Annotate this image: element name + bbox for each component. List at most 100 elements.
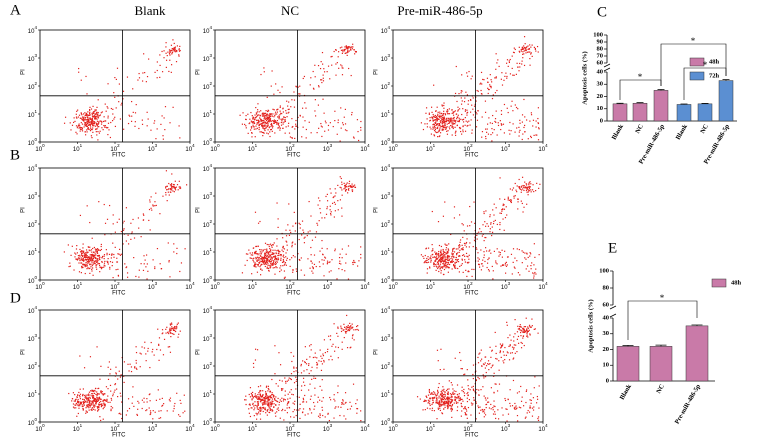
event-dot: [324, 352, 326, 354]
event-dot: [106, 218, 109, 220]
event-dot: [90, 118, 92, 120]
event-dot: [317, 401, 319, 403]
event-dot: [493, 250, 495, 252]
event-dot: [457, 261, 460, 263]
event-dot: [171, 189, 173, 191]
event-dot: [281, 389, 283, 391]
event-dot: [441, 129, 444, 131]
event-dot: [118, 218, 120, 220]
event-dot: [267, 123, 269, 125]
event-dot: [91, 114, 93, 116]
event-dot: [530, 268, 532, 270]
event-dot: [96, 268, 98, 270]
event-dot: [495, 53, 497, 55]
event-dot: [179, 415, 181, 417]
tick-base: 10: [381, 29, 388, 35]
event-dot: [483, 212, 485, 215]
event-dot: [321, 81, 323, 84]
event-dot: [280, 121, 282, 124]
event-dot: [450, 395, 452, 397]
event-dot: [434, 127, 436, 129]
event-dot: [154, 201, 156, 203]
tick-base: 10: [203, 223, 210, 229]
y-tick-label: 0: [600, 117, 603, 124]
event-dot: [449, 124, 452, 127]
event-dot: [98, 398, 100, 400]
event-dot: [95, 124, 98, 126]
event-dot: [162, 135, 164, 137]
event-dot: [453, 402, 455, 404]
event-dot: [275, 396, 277, 398]
event-dot: [256, 349, 259, 351]
event-dot: [100, 120, 102, 122]
event-dot: [149, 229, 151, 231]
event-dot: [98, 263, 101, 265]
event-dot: [255, 106, 257, 109]
event-dot: [505, 354, 508, 356]
event-dot: [146, 263, 148, 265]
panel-label: D: [10, 290, 21, 306]
event-dot: [447, 393, 449, 396]
event-dot: [141, 80, 144, 82]
event-dot: [81, 250, 84, 252]
event-dot: [159, 349, 162, 351]
event-dot: [161, 115, 163, 117]
event-dot: [169, 331, 171, 333]
event-dot: [275, 83, 277, 85]
event-dot: [360, 410, 362, 412]
event-dot: [259, 123, 262, 125]
event-dot: [534, 328, 536, 330]
event-dot: [534, 256, 536, 258]
event-dot: [286, 116, 288, 118]
event-dot: [173, 42, 175, 45]
event-dot: [97, 111, 99, 114]
event-dot: [449, 128, 451, 130]
plot-frame: [214, 29, 366, 143]
event-dot: [252, 396, 254, 398]
event-dot: [162, 138, 164, 140]
event-dot: [277, 397, 279, 400]
tick-base: 10: [28, 29, 35, 35]
event-dot: [462, 400, 464, 402]
event-dot: [85, 397, 87, 399]
event-dot: [461, 405, 463, 408]
event-dot: [96, 252, 98, 254]
event-dot: [321, 126, 323, 128]
event-dot: [528, 270, 530, 272]
event-dot: [454, 121, 457, 123]
event-dot: [317, 65, 320, 67]
event-dot: [447, 259, 449, 261]
event-dot: [100, 365, 102, 367]
event-dot: [467, 391, 469, 394]
event-dot: [106, 398, 108, 400]
event-dot: [114, 76, 116, 79]
event-dot: [81, 265, 83, 268]
event-dot: [499, 252, 501, 254]
event-dot: [99, 120, 101, 122]
event-dot: [448, 255, 451, 257]
event-dot: [255, 263, 257, 265]
event-dot: [163, 57, 165, 59]
event-dot: [89, 111, 91, 113]
event-dot: [100, 123, 103, 125]
event-dot: [426, 396, 428, 399]
event-dot: [101, 404, 103, 407]
event-dot: [337, 119, 339, 121]
event-dot: [451, 416, 453, 419]
tick-base: 10: [185, 427, 192, 433]
event-dot: [487, 397, 489, 399]
tick-base: 10: [360, 427, 367, 433]
event-dot: [495, 357, 497, 360]
event-dot: [83, 120, 85, 122]
event-dot: [445, 249, 447, 251]
x-tick-label: 103: [148, 281, 158, 290]
event-dot: [258, 398, 260, 401]
event-dot: [170, 188, 172, 190]
event-dot: [95, 115, 97, 118]
event-dot: [266, 255, 269, 257]
event-dot: [472, 385, 474, 388]
event-dot: [109, 373, 111, 375]
event-dot: [107, 366, 109, 368]
event-dot: [295, 376, 297, 378]
event-dot: [248, 122, 250, 125]
